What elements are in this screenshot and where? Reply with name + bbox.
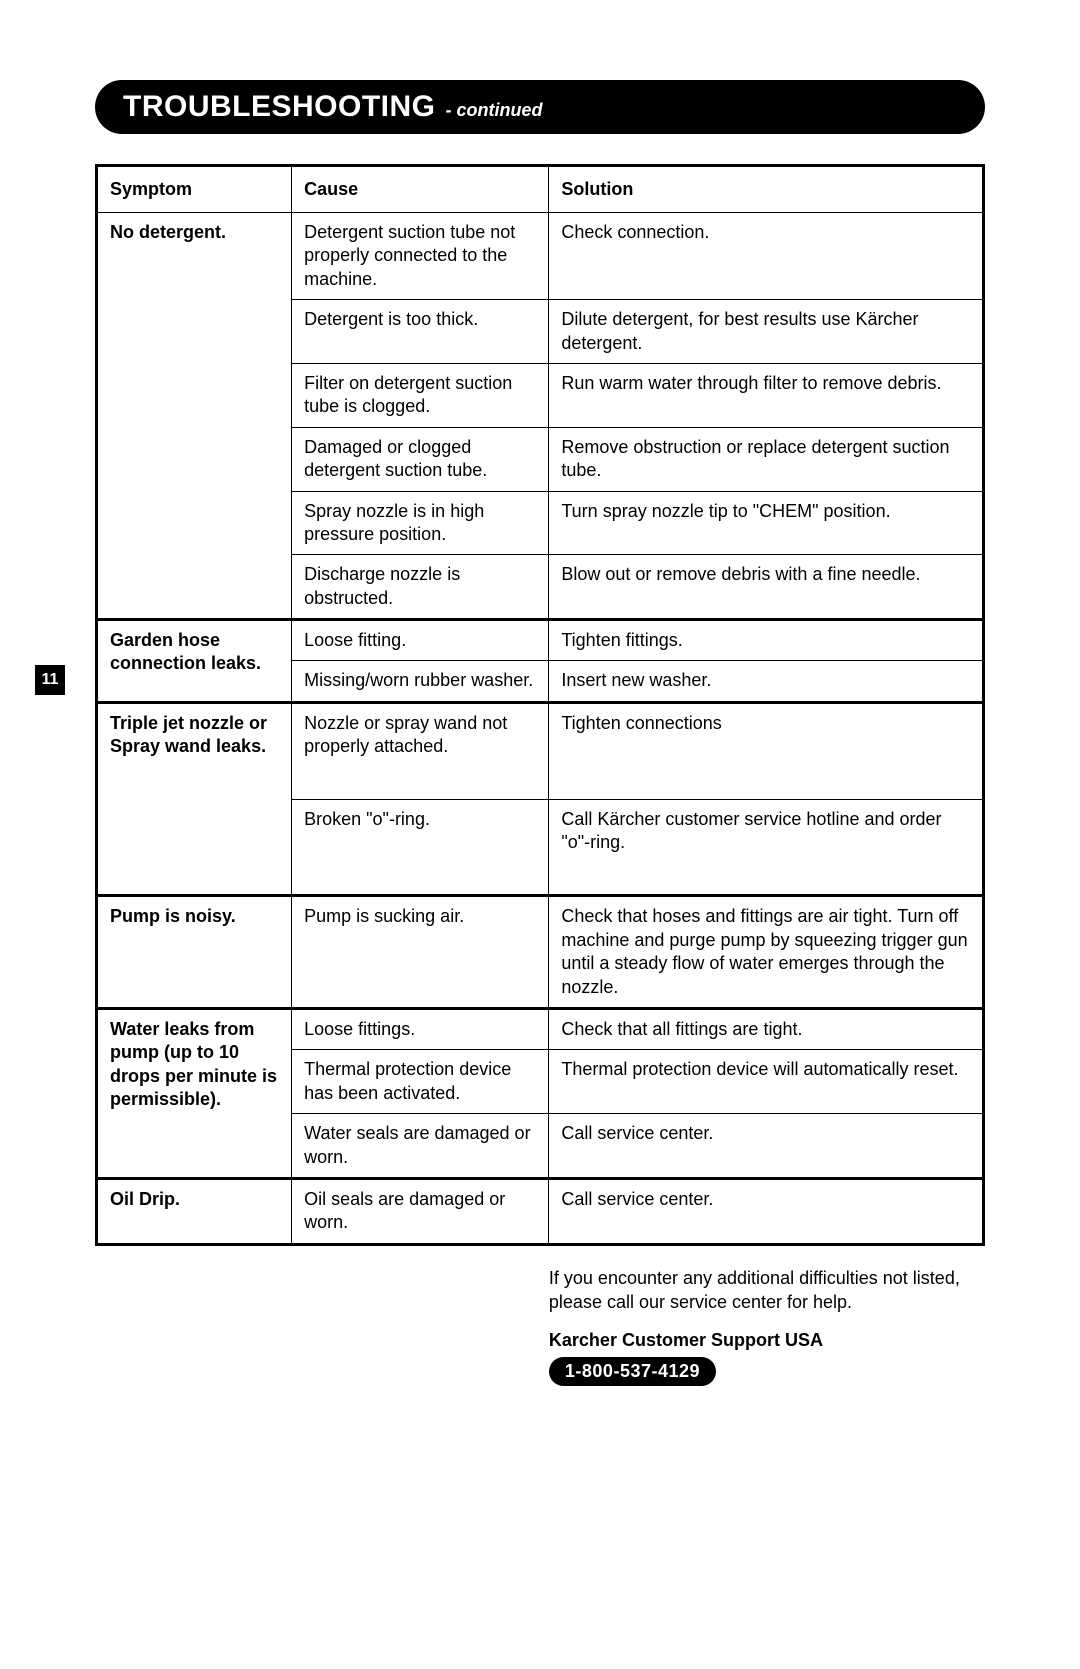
cause-cell: Thermal protection device has been activ…	[292, 1050, 549, 1114]
table-row: Water leaks from pump (up to 10 drops pe…	[97, 1008, 984, 1049]
cause-cell: Missing/worn rubber washer.	[292, 661, 549, 702]
cause-cell: Pump is sucking air.	[292, 896, 549, 1009]
cause-cell: Spray nozzle is in high pressure positio…	[292, 491, 549, 555]
cause-cell: Water seals are damaged or worn.	[292, 1114, 549, 1179]
solution-cell: Tighten connections	[549, 702, 984, 799]
solution-cell: Blow out or remove debris with a fine ne…	[549, 555, 984, 620]
cause-cell: Discharge nozzle is obstructed.	[292, 555, 549, 620]
cause-cell: Filter on detergent suction tube is clog…	[292, 363, 549, 427]
solution-cell: Call service center.	[549, 1114, 984, 1179]
table-head: Symptom Cause Solution	[97, 166, 984, 213]
table-row: Garden hose connection leaks.Loose fitti…	[97, 620, 984, 661]
page: 11 TROUBLESHOOTING - continued Symptom C…	[0, 0, 1080, 1669]
solution-cell: Insert new washer.	[549, 661, 984, 702]
solution-cell: Check that all fittings are tight.	[549, 1008, 984, 1049]
solution-cell: Check that hoses and fittings are air ti…	[549, 896, 984, 1009]
support-title: Karcher Customer Support USA	[549, 1330, 985, 1351]
table-body: No detergent.Detergent suction tube not …	[97, 213, 984, 1245]
footer-note: If you encounter any additional difficul…	[549, 1266, 985, 1315]
solution-cell: Check connection.	[549, 213, 984, 300]
table-row: Oil Drip.Oil seals are damaged or worn.C…	[97, 1178, 984, 1244]
solution-cell: Remove obstruction or replace detergent …	[549, 427, 984, 491]
header-main: TROUBLESHOOTING	[123, 90, 436, 124]
cause-cell: Nozzle or spray wand not properly attach…	[292, 702, 549, 799]
table-row: Pump is noisy.Pump is sucking air.Check …	[97, 896, 984, 1009]
solution-cell: Tighten fittings.	[549, 620, 984, 661]
cause-cell: Broken "o"-ring.	[292, 799, 549, 896]
page-number-tab: 11	[35, 665, 65, 695]
symptom-cell: Water leaks from pump (up to 10 drops pe…	[97, 1008, 292, 1178]
header-sub: - continued	[446, 100, 543, 121]
cause-cell: Loose fittings.	[292, 1008, 549, 1049]
footer-inner: If you encounter any additional difficul…	[549, 1266, 985, 1387]
cause-cell: Detergent is too thick.	[292, 300, 549, 364]
solution-cell: Run warm water through filter to remove …	[549, 363, 984, 427]
symptom-cell: Pump is noisy.	[97, 896, 292, 1009]
section-header: TROUBLESHOOTING - continued	[95, 80, 985, 134]
col-solution: Solution	[549, 166, 984, 213]
symptom-cell: Garden hose connection leaks.	[97, 620, 292, 703]
cause-cell: Detergent suction tube not properly conn…	[292, 213, 549, 300]
cause-cell: Damaged or clogged detergent suction tub…	[292, 427, 549, 491]
solution-cell: Call Kärcher customer service hotline an…	[549, 799, 984, 896]
table-row: No detergent.Detergent suction tube not …	[97, 213, 984, 300]
symptom-cell: No detergent.	[97, 213, 292, 620]
col-cause: Cause	[292, 166, 549, 213]
solution-cell: Dilute detergent, for best results use K…	[549, 300, 984, 364]
solution-cell: Call service center.	[549, 1178, 984, 1244]
cause-cell: Oil seals are damaged or worn.	[292, 1178, 549, 1244]
support-phone: 1-800-537-4129	[549, 1357, 716, 1386]
troubleshooting-table: Symptom Cause Solution No detergent.Dete…	[95, 164, 985, 1246]
footer: If you encounter any additional difficul…	[95, 1266, 985, 1387]
col-symptom: Symptom	[97, 166, 292, 213]
cause-cell: Loose fitting.	[292, 620, 549, 661]
solution-cell: Turn spray nozzle tip to "CHEM" position…	[549, 491, 984, 555]
page-number: 11	[42, 671, 59, 689]
solution-cell: Thermal protection device will automatic…	[549, 1050, 984, 1114]
symptom-cell: Triple jet nozzle or Spray wand leaks.	[97, 702, 292, 896]
symptom-cell: Oil Drip.	[97, 1178, 292, 1244]
table-row: Triple jet nozzle or Spray wand leaks.No…	[97, 702, 984, 799]
